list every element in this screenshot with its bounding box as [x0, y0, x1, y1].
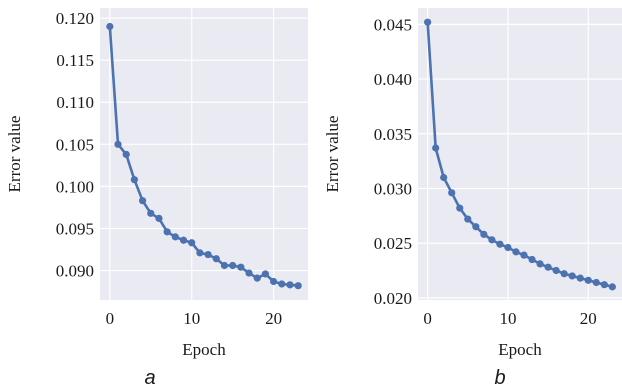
data-point	[608, 283, 616, 291]
data-point	[229, 261, 237, 270]
data-point	[576, 274, 584, 282]
data-point	[179, 236, 188, 244]
data-point	[220, 261, 229, 270]
data-point	[294, 282, 302, 290]
data-point	[536, 260, 544, 268]
x-tick-label: 20	[580, 309, 597, 328]
y-tick-label: 0.045	[374, 15, 412, 34]
y-axis-label: Error value	[5, 116, 24, 193]
x-axis-label: Epoch	[498, 340, 542, 359]
data-point	[204, 250, 212, 259]
chart-panel-b: 0 10 20 0.020 0.025 0.030 0.035 0.040 0.045 Epoch…	[323, 8, 622, 389]
data-point	[138, 197, 147, 205]
data-point	[544, 263, 552, 271]
data-point	[212, 255, 220, 263]
data-point	[245, 269, 253, 277]
data-point	[286, 281, 294, 289]
data-point	[270, 277, 278, 286]
data-point	[472, 223, 480, 231]
y-tick-label: 0.115	[56, 51, 94, 70]
data-point	[155, 214, 163, 222]
data-point	[440, 173, 448, 182]
y-tick-label: 0.025	[374, 234, 412, 253]
data-point	[488, 236, 496, 244]
data-point	[237, 263, 245, 271]
data-point	[560, 270, 568, 278]
data-point	[456, 204, 464, 212]
data-point	[147, 209, 155, 217]
y-tick-label: 0.120	[56, 9, 94, 28]
y-tick-label: 0.095	[56, 219, 94, 238]
y-tick-label: 0.035	[374, 125, 412, 144]
plot-background	[100, 8, 308, 300]
data-point	[432, 144, 440, 152]
data-point	[278, 280, 286, 288]
x-tick-label: 10	[183, 309, 200, 328]
data-point	[163, 228, 171, 236]
plot-background	[418, 8, 622, 300]
data-point	[196, 249, 204, 257]
y-tick-label: 0.030	[374, 179, 412, 198]
x-tick-label: 0	[106, 309, 115, 328]
x-tick-label: 20	[265, 309, 282, 328]
y-tick-label: 0.105	[56, 135, 94, 154]
data-point	[106, 22, 114, 31]
y-tick-label: 0.100	[56, 177, 94, 196]
data-point	[568, 272, 576, 280]
y-tick-label: 0.090	[56, 262, 94, 281]
data-point	[504, 243, 512, 252]
panel-label: a	[144, 367, 155, 389]
data-point	[592, 278, 600, 287]
data-point	[464, 215, 472, 223]
data-point	[520, 251, 528, 259]
y-tick-label: 0.020	[374, 289, 412, 308]
data-point	[480, 230, 488, 238]
series-group	[106, 22, 302, 290]
data-point	[261, 270, 270, 278]
x-axis-label: Epoch	[182, 340, 226, 359]
y-tick-label: 0.040	[374, 70, 412, 89]
x-tick-label: 10	[499, 309, 516, 328]
y-tick-label: 0.110	[56, 93, 94, 112]
data-point	[171, 233, 179, 241]
series-group	[424, 18, 616, 291]
data-point	[448, 189, 456, 197]
data-point	[600, 281, 608, 289]
data-point	[528, 255, 536, 264]
data-point	[122, 150, 130, 159]
x-tick-label: 0	[423, 309, 432, 328]
data-point	[188, 239, 196, 247]
data-point	[130, 176, 138, 184]
data-point	[512, 248, 520, 256]
data-point	[424, 18, 432, 26]
data-point	[552, 266, 560, 275]
data-point	[114, 140, 122, 148]
data-point	[253, 274, 261, 282]
data-point	[496, 240, 504, 248]
panel-label: b	[494, 367, 505, 389]
chart-panel-a: 0 10 20 0.090 0.095 0.100 0.105 0.110 0.115 0.120…	[5, 8, 308, 389]
y-axis-label: Error value	[323, 116, 342, 193]
data-point	[584, 276, 592, 284]
